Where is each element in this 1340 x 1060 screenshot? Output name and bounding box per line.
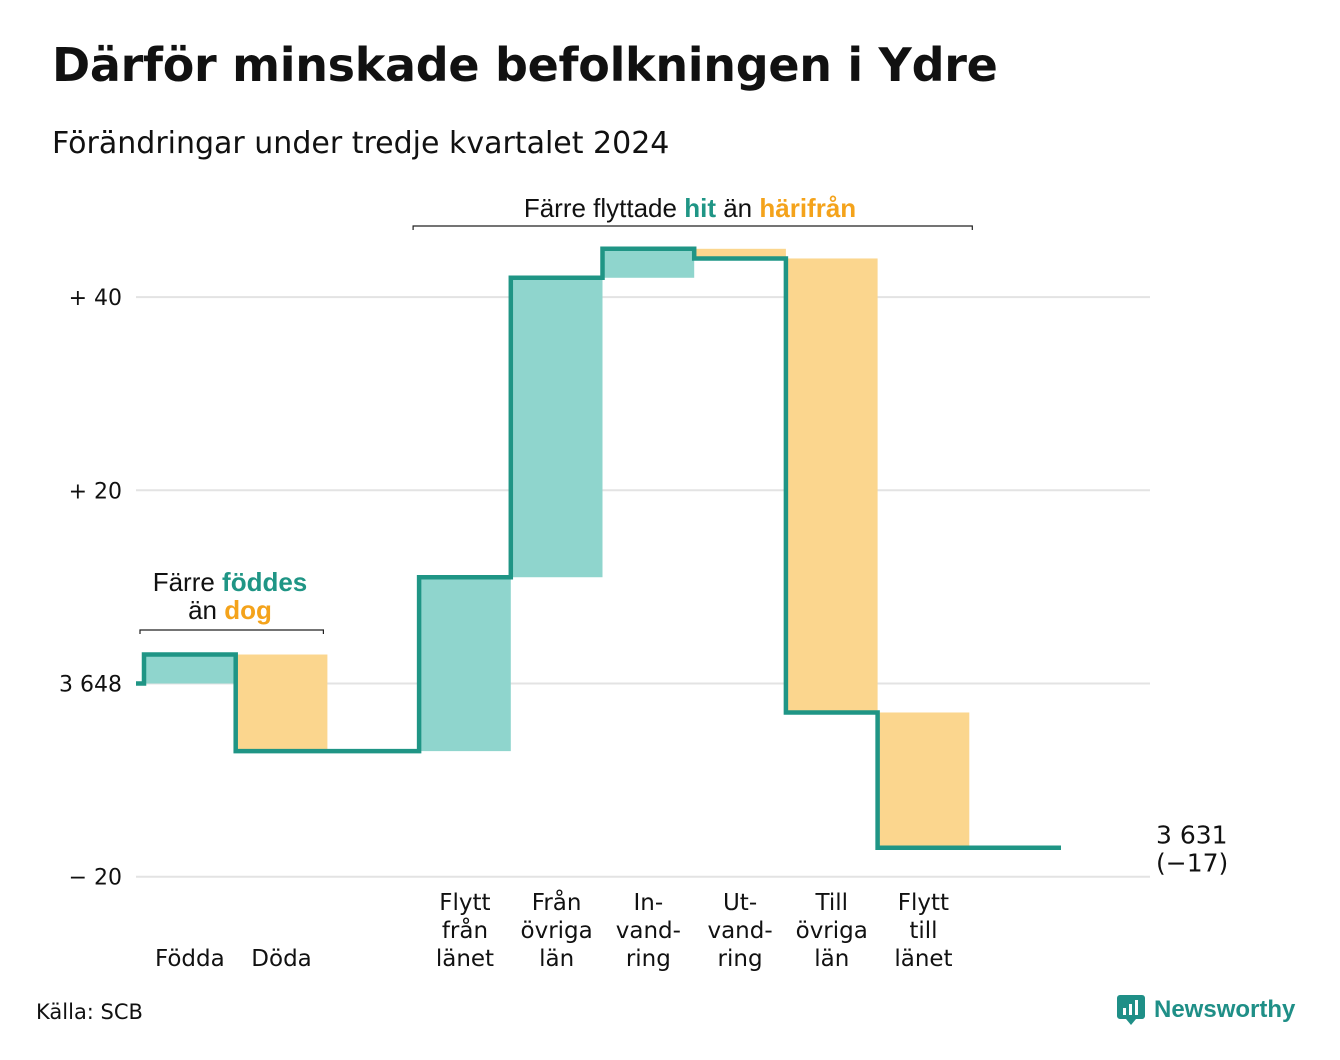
bar-4 xyxy=(510,277,603,578)
births-annotation-line-1: Färre föddes xyxy=(153,567,308,597)
y-tick-label-2: 3 648 xyxy=(59,673,122,698)
x-category-label-8-1: till xyxy=(909,918,937,944)
x-category-label-6-2: ring xyxy=(718,946,763,972)
y-tick-label-3: − 20 xyxy=(69,866,122,891)
moves-bracket xyxy=(412,225,973,230)
births-bracket xyxy=(139,629,324,634)
brand-logo: Newsworthy xyxy=(1116,994,1295,1026)
x-category-label-1-0: Döda xyxy=(251,946,311,972)
x-category-label-5-2: ring xyxy=(626,946,671,972)
x-category-label-6-0: Ut- xyxy=(723,890,757,916)
newsworthy-icon xyxy=(1117,995,1145,1025)
x-category-label-5-1: vand- xyxy=(616,918,681,944)
moves-annotation: Färre flyttade hit än härifrån xyxy=(524,193,856,223)
x-category-label-7-1: övriga xyxy=(796,918,868,944)
chart-subtitle: Förändringar under tredje kvartalet 2024 xyxy=(52,126,670,161)
x-category-label-5-0: In- xyxy=(634,890,664,916)
x-category-label-4-0: Från xyxy=(532,888,582,916)
x-category-label-8-0: Flytt xyxy=(898,890,949,916)
cumulative-line xyxy=(136,246,1061,850)
bar-3 xyxy=(419,577,511,752)
x-category-label-8-2: länet xyxy=(894,946,952,972)
births-annotation-line-1-part-0: Färre xyxy=(153,567,222,597)
x-category-label-4-1: övriga xyxy=(521,918,593,944)
births-annotation-line-1-part-1: föddes xyxy=(222,567,307,597)
chart-title: Därför minskade befolkningen i Ydre xyxy=(52,38,998,92)
moves-annotation-part-3: härifrån xyxy=(759,193,856,223)
x-category-label-0-0: Födda xyxy=(155,946,225,972)
brand-name: Newsworthy xyxy=(1154,996,1296,1023)
moves-annotation-part-1: hit xyxy=(684,193,716,223)
bar-1 xyxy=(235,654,328,752)
x-category-label-3-1: från xyxy=(442,916,488,944)
bar-0 xyxy=(144,654,236,684)
x-category-label-3-0: Flytt xyxy=(439,890,490,916)
bar-8 xyxy=(877,712,970,848)
births-annotation-line-2-part-0: än xyxy=(188,595,224,625)
moves-annotation-part-2: än xyxy=(716,193,759,223)
x-category-label-7-0: Till xyxy=(814,890,848,916)
y-tick-label-1: + 20 xyxy=(69,479,122,504)
bar-6 xyxy=(694,248,786,259)
moves-annotation-part-0: Färre flyttade xyxy=(524,193,684,223)
end-value-label: 3 631 xyxy=(1156,821,1228,850)
bar-7 xyxy=(785,258,878,713)
x-category-label-3-2: länet xyxy=(436,946,494,972)
x-category-label-4-2: län xyxy=(539,946,574,972)
bar-5 xyxy=(602,248,695,278)
end-change-label: (−17) xyxy=(1156,849,1228,878)
x-category-label-6-1: vand- xyxy=(707,918,772,944)
source-note: Källa: SCB xyxy=(36,1000,143,1024)
y-tick-label-0: + 40 xyxy=(69,286,122,311)
births-annotation-line-2-part-1: dog xyxy=(224,595,272,625)
births-annotation-line-2: än dog xyxy=(188,595,272,625)
x-category-label-7-2: län xyxy=(814,946,849,972)
